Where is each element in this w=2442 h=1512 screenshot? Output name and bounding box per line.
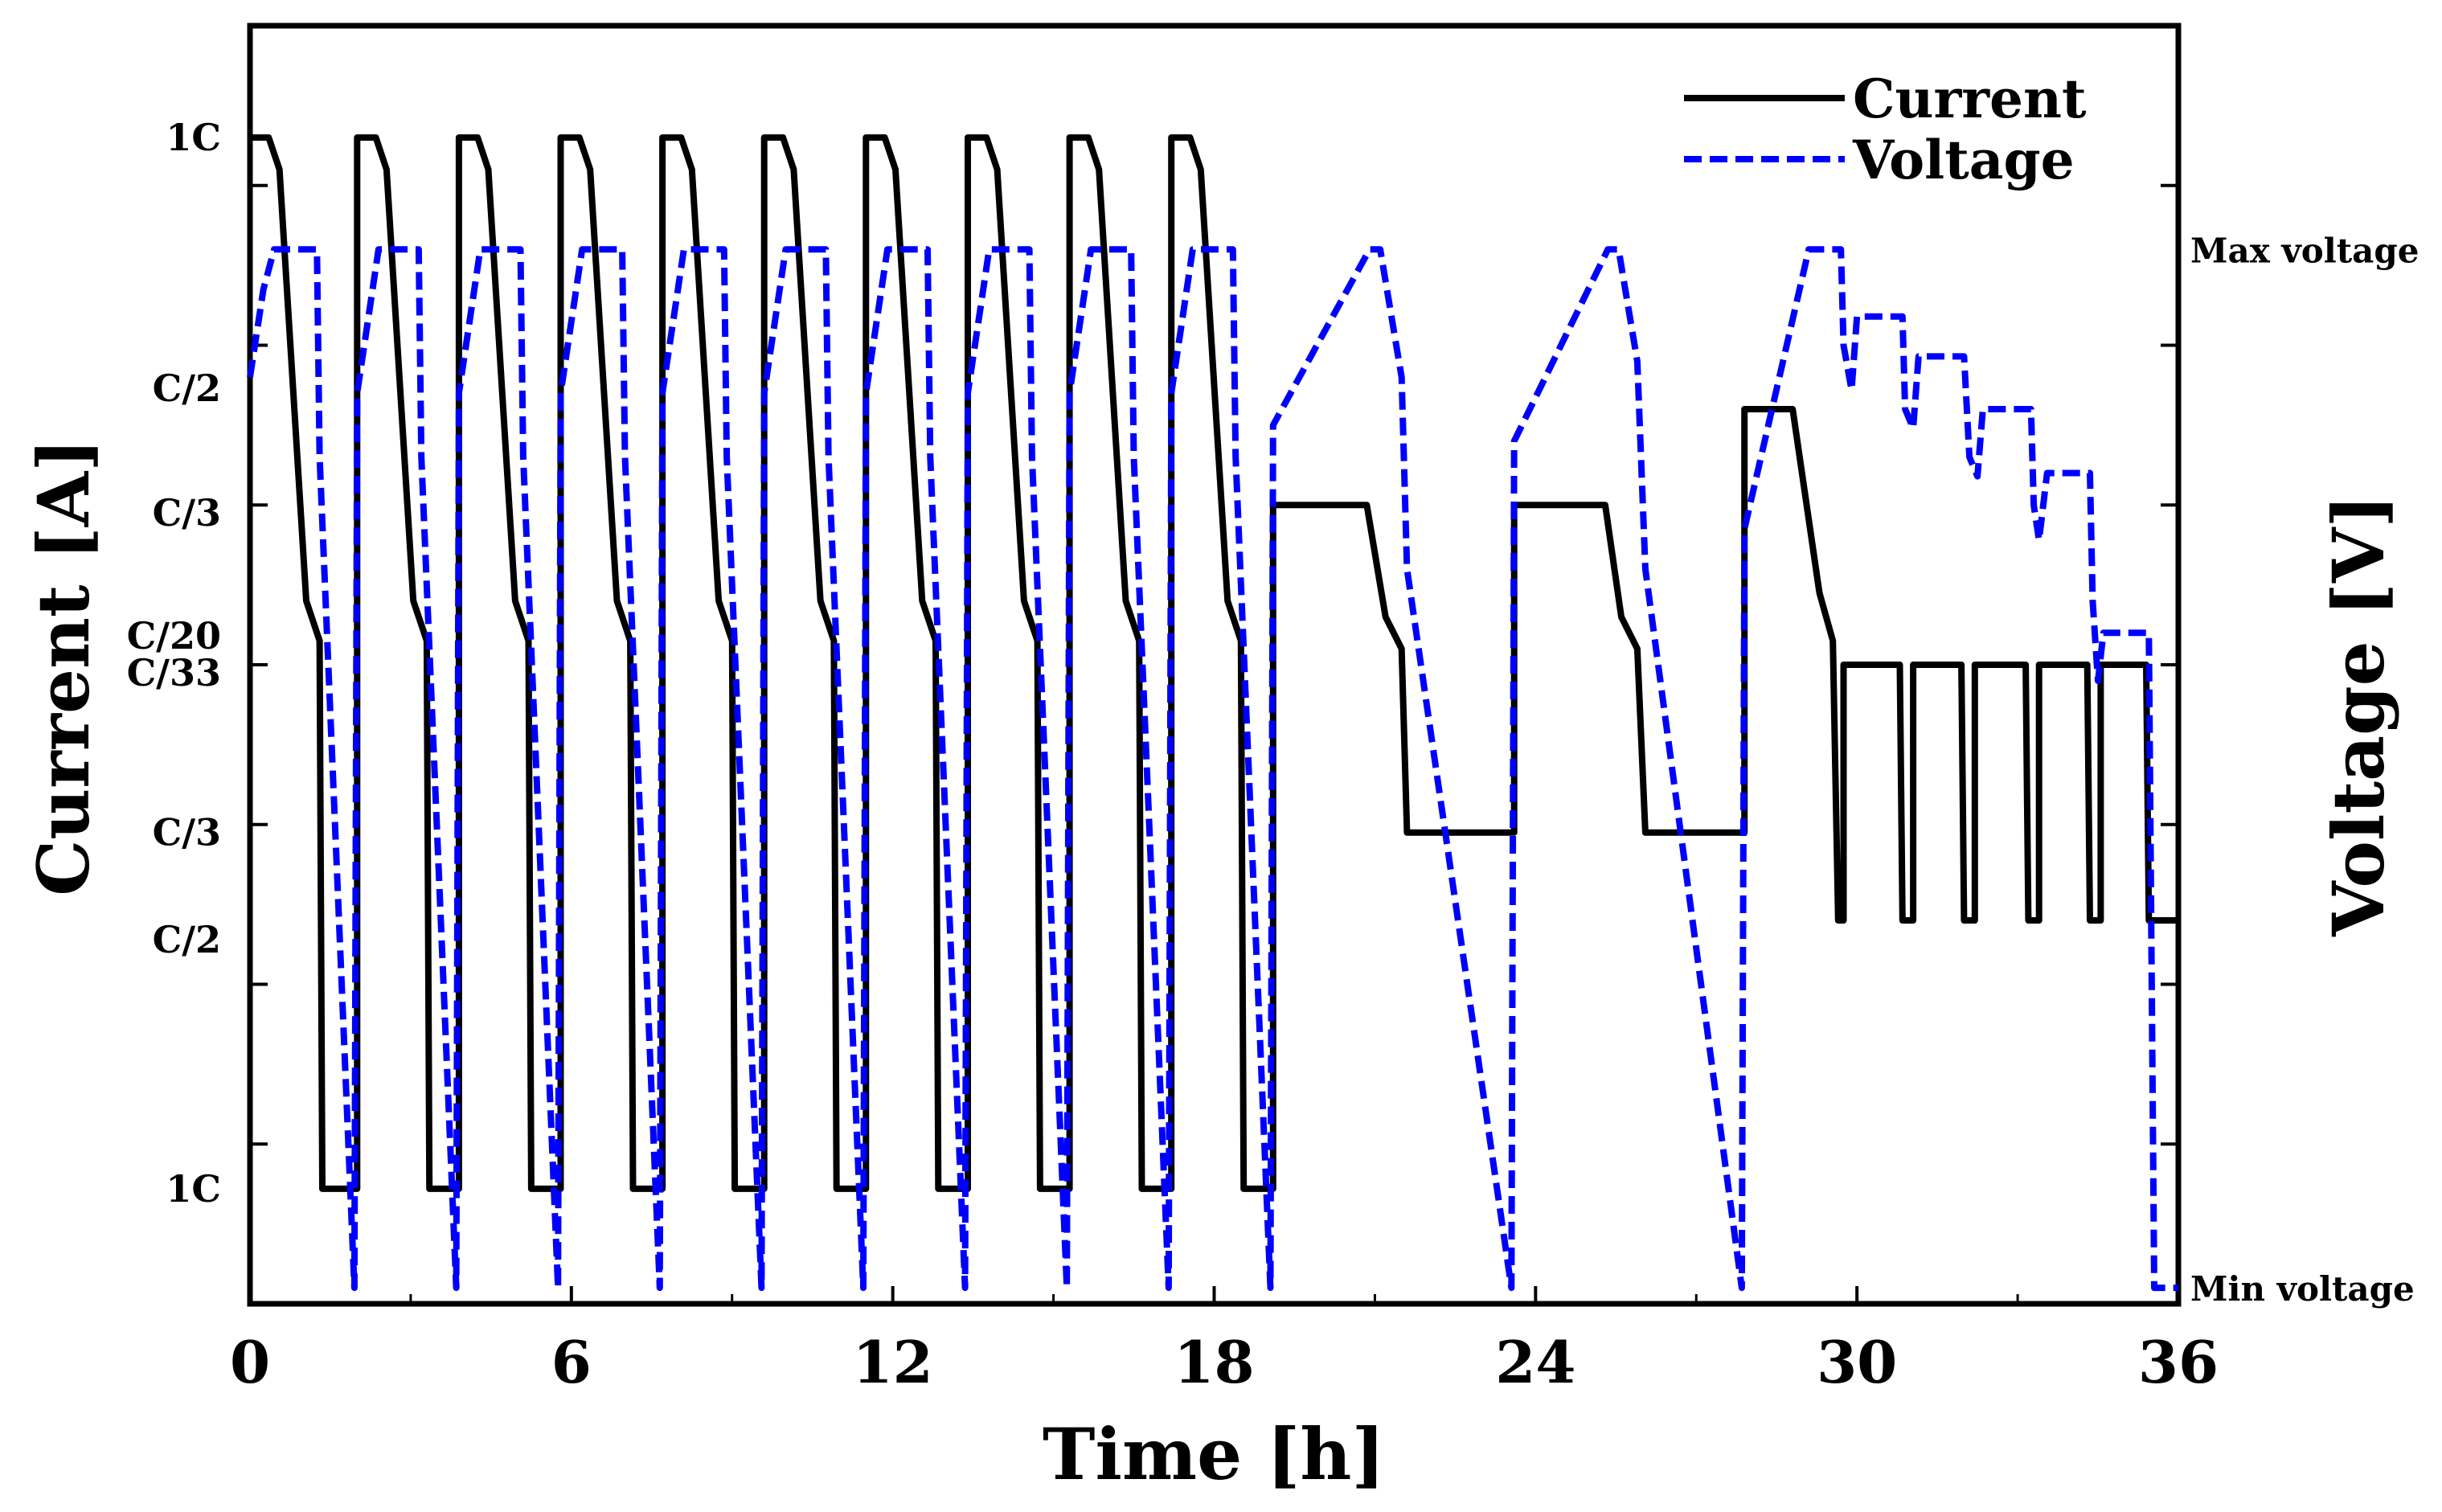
x-tick-label: 30 [1817,1328,1897,1396]
left-tick-label: C/3 [153,811,221,854]
legend-voltage-label: Voltage [1852,129,2075,191]
x-tick-label: 12 [853,1328,933,1396]
x-tick-label: 6 [551,1328,592,1396]
x-tick-label: 18 [1174,1328,1254,1396]
x-tick-label: 36 [2138,1328,2219,1396]
left-tick-label: C/20 [127,614,221,658]
x-tick-label: 0 [230,1328,270,1396]
x-axis-ticks: 0 6 12 18 24 30 36 [230,1286,2219,1396]
right-axis-ticks: Max voltage Min voltage [2190,231,2419,1309]
left-axis-title: Current [A] [22,438,105,896]
left-tick-label: C/2 [153,367,221,410]
left-tick-label: 1C [166,1167,221,1211]
legend: Current Voltage [1684,68,2087,191]
right-tick-label: Max voltage [2190,231,2419,270]
x-tick-label: 24 [1495,1328,1575,1396]
legend-current-label: Current [1853,68,2087,130]
series-current-line [250,134,2178,1192]
left-tick-label: C/2 [153,918,221,961]
left-tick-label: C/33 [127,651,221,695]
left-tick-label: 1C [166,116,221,159]
right-axis-title: Voltage [V] [2317,494,2400,937]
series-group [247,134,2178,1292]
x-axis-title: Time [h] [1043,1412,1385,1496]
right-tick-label: Min voltage [2190,1269,2415,1309]
series-voltage-line [247,246,2178,1292]
left-axis-ticks: 1C C/2 C/3 C/20C/33 C/3 C/2 1C [127,116,2178,1211]
left-tick-label: C/3 [153,491,221,535]
